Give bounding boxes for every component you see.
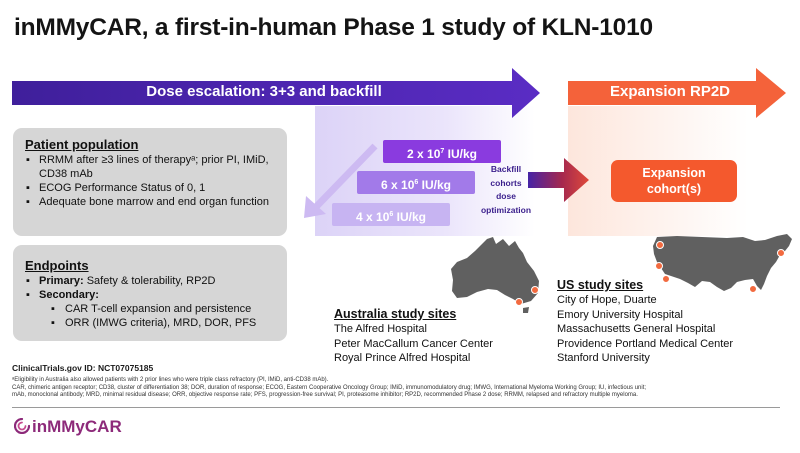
footer-divider: [12, 407, 780, 408]
list-item: Massachusetts General Hospital: [557, 323, 716, 335]
site-marker-icon: [749, 285, 757, 293]
expansion-arrow-icon: [568, 68, 786, 118]
australia-map-icon: [451, 237, 539, 313]
australia-sites: Australia study sites The Alfred Hospita…: [334, 307, 549, 366]
us-map-icon: [653, 234, 792, 293]
list-item: ECOG Performance Status of 0, 1: [25, 181, 277, 195]
us-sites-title: US study sites: [557, 278, 644, 292]
clinical-trial-id: ClinicalTrials.gov ID: NCT07075185: [12, 363, 154, 373]
inmmycar-logo: inMMyCAR: [13, 417, 122, 437]
footnote-line: mAb, monoclonal antibody; MRD, minimal r…: [12, 392, 638, 399]
page-title: inMMyCAR, a first-in-human Phase 1 study…: [14, 14, 653, 41]
dose-level-low: 4 x 106 IU/kg: [332, 203, 450, 226]
list-item: Stanford University: [557, 352, 650, 364]
site-marker-icon: [655, 262, 663, 270]
list-item: RRMM after ≥3 lines of therapyᵃ; prior P…: [25, 153, 277, 181]
list-item: Providence Portland Medical Center: [557, 337, 734, 350]
diagonal-arrow-icon: [304, 196, 326, 218]
list-item: Secondary:: [25, 288, 277, 302]
transition-arrow-icon: [528, 158, 589, 202]
footnotes: ᵃEligibility in Australia also allowed p…: [12, 377, 732, 400]
backfill-note: Backfill cohorts dose optimization: [480, 164, 532, 215]
dose-escalation-arrow-icon: [12, 68, 540, 118]
dose-level-high: 2 x 107 IU/kg: [383, 140, 501, 163]
list-item: City of Hope, Duarte: [557, 294, 657, 306]
list-item: ORR (IMWG criteria), MRD, DOR, PFS: [25, 316, 277, 330]
logo-swirl-icon: [13, 417, 31, 435]
list-item: The Alfred Hospital: [334, 323, 427, 335]
footnote-line: ᵃEligibility in Australia also allowed p…: [12, 377, 329, 383]
patient-population-panel: Patient population RRMM after ≥3 lines o…: [13, 128, 287, 236]
endpoints-title: Endpoints: [25, 258, 89, 273]
list-item: Primary: Safety & tolerability, RP2D: [25, 274, 277, 288]
footnote-line: CAR, chimeric antigen receptor; CD38, cl…: [12, 384, 647, 391]
site-marker-icon: [515, 298, 523, 306]
australia-sites-title: Australia study sites: [334, 307, 457, 321]
expansion-cohorts-box: Expansion cohort(s): [611, 160, 737, 202]
site-marker-icon: [777, 249, 785, 257]
site-marker-icon: [662, 275, 670, 283]
list-item: Peter MacCallum Cancer Center: [334, 337, 493, 350]
dose-level-mid: 6 x 106 IU/kg: [357, 171, 475, 194]
us-sites: US study sites City of Hope, Duarte Emor…: [557, 278, 787, 366]
endpoints-panel: Endpoints Primary: Safety & tolerability…: [13, 245, 287, 341]
site-marker-icon: [531, 286, 539, 294]
site-marker-icon: [656, 241, 664, 249]
expansion-label: Expansion RP2D: [609, 83, 731, 100]
patient-population-title: Patient population: [25, 137, 139, 152]
list-item: CAR T-cell expansion and persistence: [25, 302, 277, 316]
list-item: Royal Prince Alfred Hospital: [334, 352, 471, 364]
list-item: Emory University Hospital: [557, 308, 683, 321]
dose-escalation-label: Dose escalation: 3+3 and backfill: [146, 83, 382, 100]
list-item: Adequate bone marrow and end organ funct…: [25, 195, 277, 209]
